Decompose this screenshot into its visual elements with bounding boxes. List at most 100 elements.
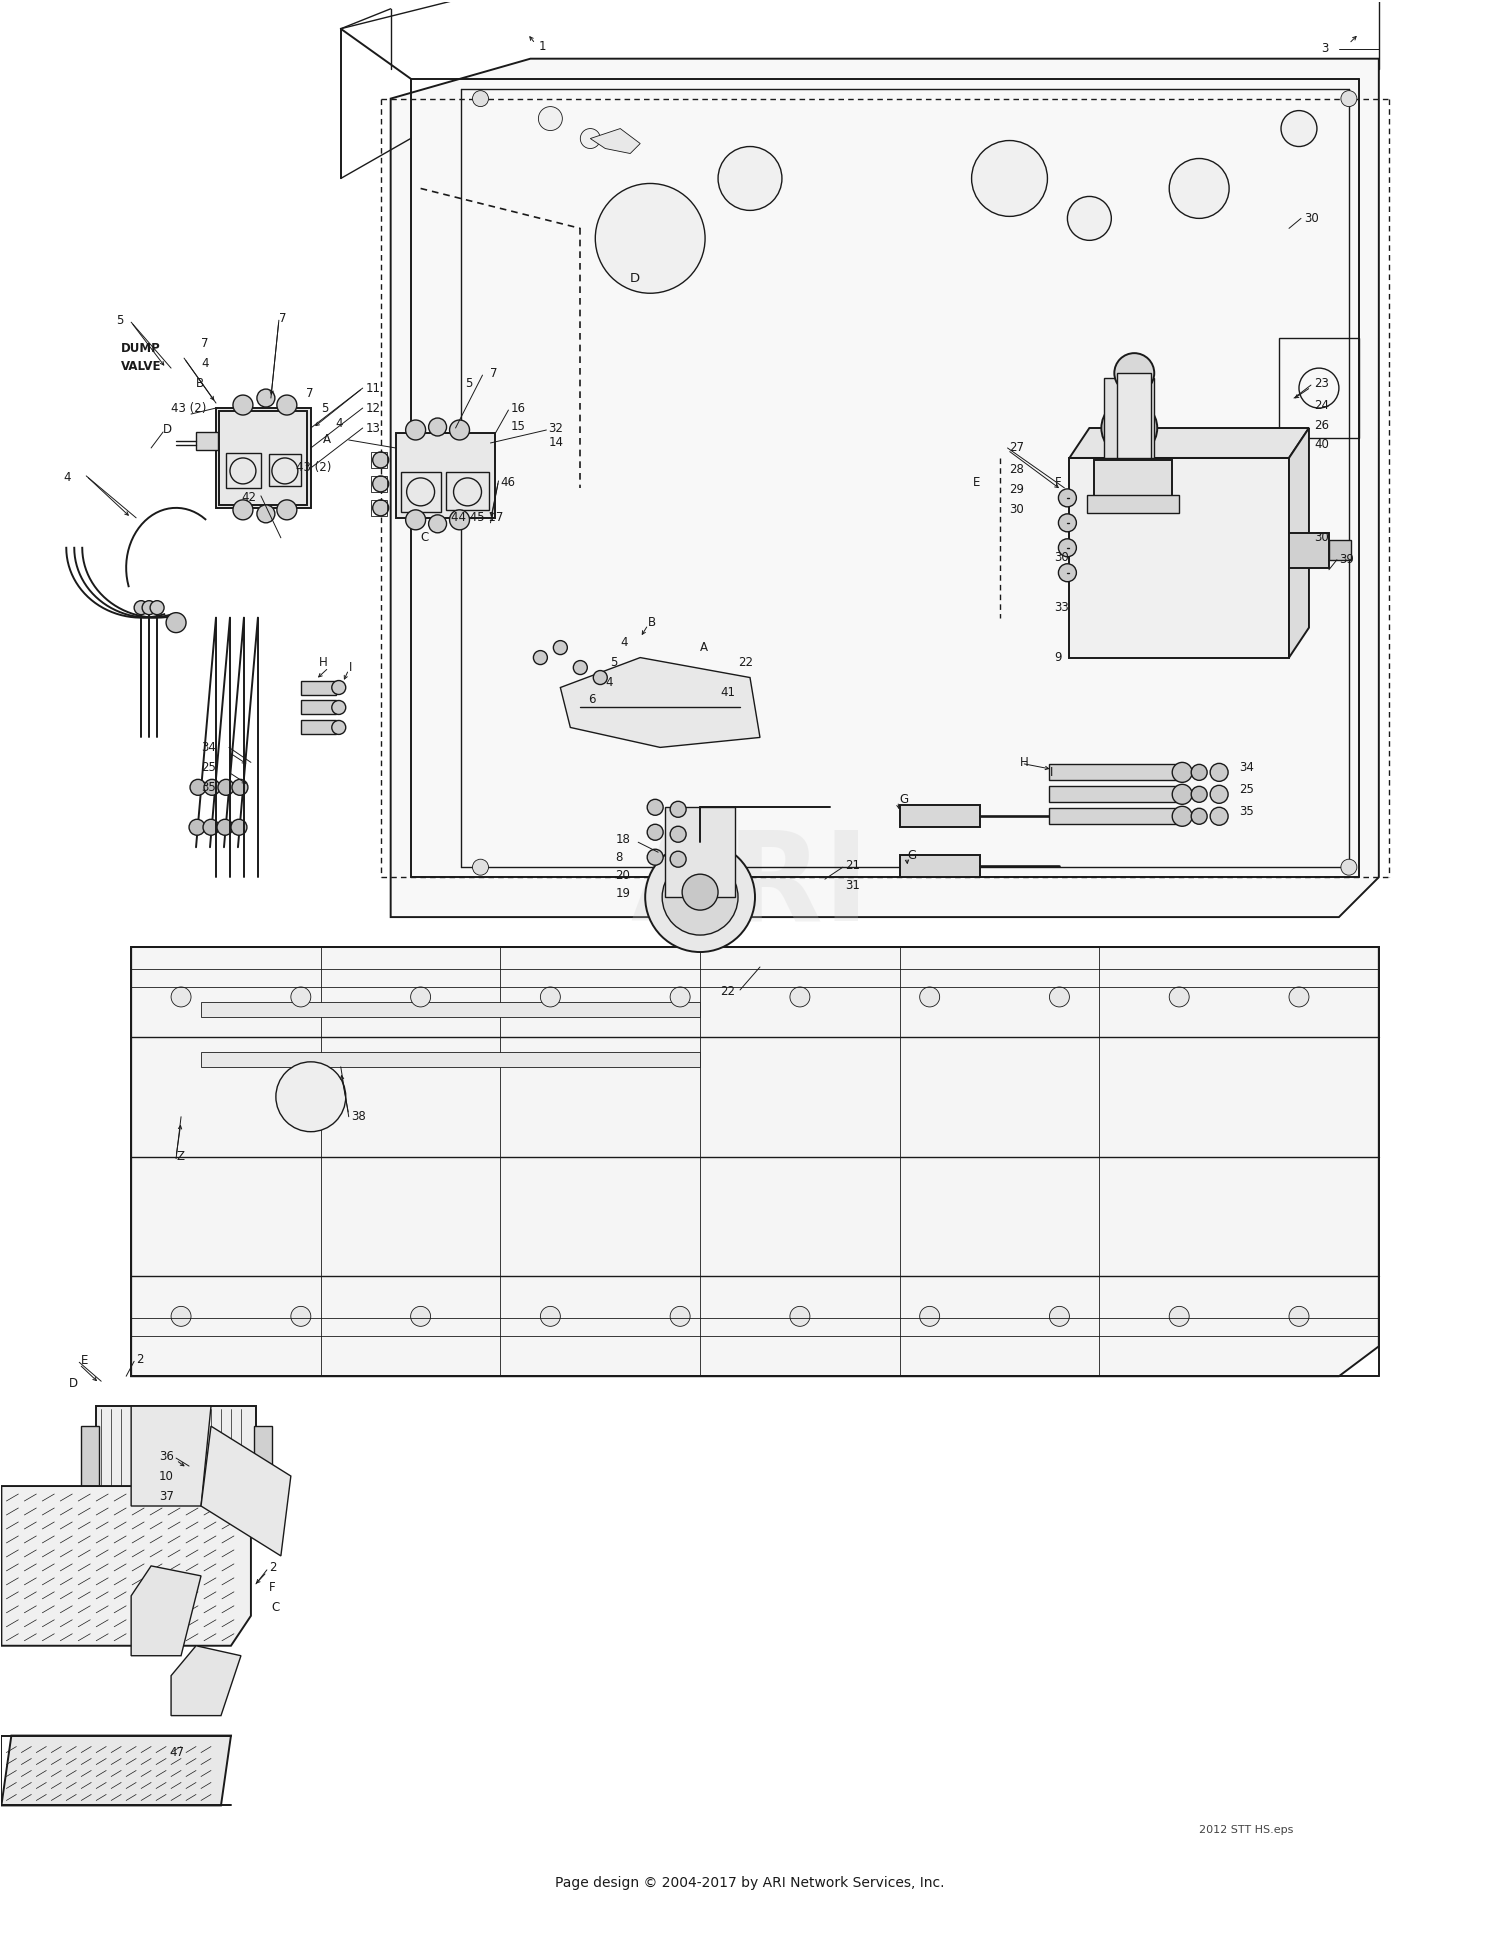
- Text: 5: 5: [465, 376, 472, 389]
- Bar: [1104, 378, 1155, 457]
- Text: 5: 5: [116, 314, 123, 327]
- Polygon shape: [201, 1426, 291, 1555]
- Text: 30: 30: [1314, 531, 1329, 544]
- Circle shape: [580, 128, 600, 149]
- Polygon shape: [591, 128, 640, 153]
- Text: 6: 6: [588, 693, 596, 705]
- Circle shape: [372, 451, 388, 469]
- Text: 4: 4: [606, 676, 613, 690]
- Circle shape: [1068, 196, 1112, 240]
- Bar: [196, 432, 217, 449]
- Bar: [226, 453, 261, 488]
- Circle shape: [142, 600, 156, 614]
- Text: 30: 30: [1304, 211, 1318, 225]
- Polygon shape: [130, 947, 1378, 1377]
- Circle shape: [202, 819, 219, 835]
- Circle shape: [670, 988, 690, 1007]
- Circle shape: [278, 500, 297, 519]
- Circle shape: [670, 802, 686, 817]
- Bar: [302, 721, 336, 734]
- Text: 34: 34: [201, 742, 216, 753]
- Text: F: F: [268, 1581, 276, 1594]
- Polygon shape: [216, 409, 310, 507]
- Bar: [900, 856, 980, 877]
- Text: 34: 34: [1239, 761, 1254, 775]
- Circle shape: [411, 1306, 430, 1327]
- Circle shape: [670, 827, 686, 843]
- Text: 10: 10: [159, 1470, 174, 1482]
- Circle shape: [1288, 1306, 1310, 1327]
- Text: B: B: [196, 376, 204, 389]
- Circle shape: [150, 600, 164, 614]
- Circle shape: [1281, 110, 1317, 147]
- Text: G: G: [908, 848, 916, 862]
- Circle shape: [472, 860, 489, 876]
- Circle shape: [332, 721, 346, 734]
- Text: 7: 7: [279, 312, 286, 325]
- Circle shape: [1210, 808, 1228, 825]
- Circle shape: [278, 395, 297, 415]
- Circle shape: [332, 680, 346, 695]
- Circle shape: [573, 661, 588, 674]
- Circle shape: [1168, 159, 1228, 219]
- Text: 29: 29: [1010, 484, 1025, 496]
- Circle shape: [1168, 988, 1190, 1007]
- Circle shape: [670, 1306, 690, 1327]
- Text: 19: 19: [615, 887, 630, 899]
- Circle shape: [1168, 1306, 1190, 1327]
- Text: 21: 21: [844, 858, 859, 872]
- Bar: [1050, 786, 1179, 802]
- Circle shape: [232, 779, 248, 796]
- Circle shape: [1059, 513, 1077, 533]
- Circle shape: [405, 420, 426, 440]
- Bar: [81, 1426, 99, 1486]
- Text: 42: 42: [242, 492, 256, 504]
- Circle shape: [204, 779, 220, 796]
- Circle shape: [662, 860, 738, 936]
- Text: 47: 47: [170, 1745, 184, 1759]
- Circle shape: [1101, 401, 1156, 455]
- Text: 7: 7: [306, 387, 314, 399]
- Circle shape: [372, 477, 388, 492]
- Text: 30: 30: [1010, 504, 1025, 517]
- Circle shape: [217, 779, 234, 796]
- Circle shape: [920, 1306, 939, 1327]
- Text: 28: 28: [1010, 463, 1025, 477]
- Circle shape: [1112, 411, 1148, 446]
- Circle shape: [540, 988, 561, 1007]
- Circle shape: [670, 850, 686, 868]
- Text: 15: 15: [510, 420, 525, 432]
- Circle shape: [1288, 988, 1310, 1007]
- Circle shape: [232, 500, 254, 519]
- Text: VALVE: VALVE: [122, 360, 162, 372]
- Circle shape: [1191, 786, 1208, 802]
- Text: 2: 2: [136, 1352, 144, 1366]
- Bar: [1050, 765, 1179, 781]
- Circle shape: [1059, 488, 1077, 507]
- Circle shape: [256, 389, 274, 407]
- Circle shape: [790, 1306, 810, 1327]
- Circle shape: [1172, 763, 1192, 783]
- Circle shape: [645, 843, 754, 951]
- Bar: [1118, 374, 1152, 457]
- Text: E: E: [972, 477, 980, 490]
- Circle shape: [646, 800, 663, 815]
- Text: 35: 35: [201, 781, 216, 794]
- Bar: [201, 1052, 700, 1067]
- Text: 11: 11: [366, 382, 381, 395]
- Circle shape: [718, 147, 782, 211]
- Text: E: E: [81, 1354, 88, 1368]
- Bar: [400, 473, 441, 511]
- Circle shape: [276, 1061, 345, 1131]
- Circle shape: [920, 988, 939, 1007]
- Circle shape: [1050, 1306, 1070, 1327]
- Text: C: C: [420, 531, 429, 544]
- Text: Z: Z: [176, 1151, 184, 1162]
- Bar: [302, 701, 336, 715]
- Text: 2: 2: [268, 1561, 276, 1575]
- Text: D: D: [69, 1377, 78, 1389]
- Text: 4: 4: [201, 356, 208, 370]
- Bar: [302, 680, 336, 695]
- Circle shape: [1172, 784, 1192, 804]
- Polygon shape: [1070, 428, 1310, 457]
